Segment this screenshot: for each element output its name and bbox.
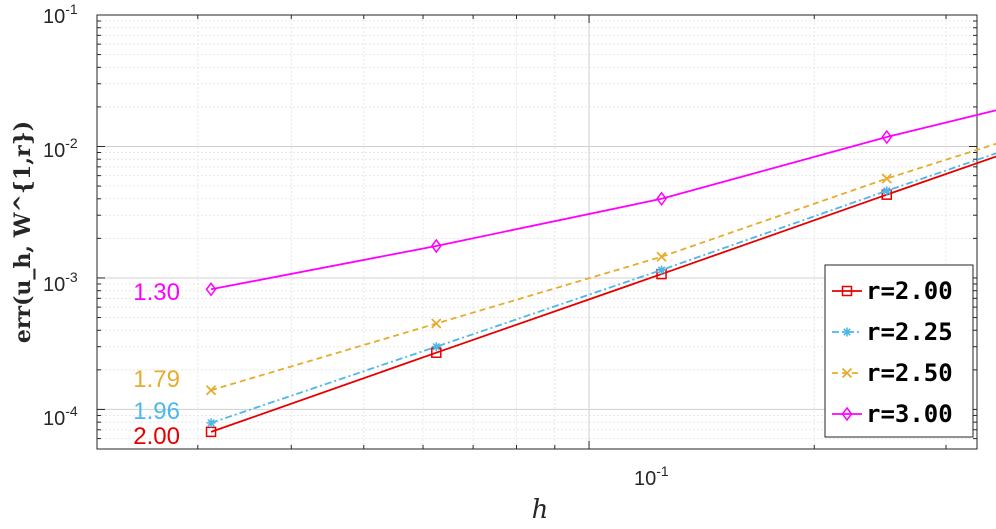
rate-labels: 2.001.96 1.79 1.30 <box>133 279 180 450</box>
legend: r=2.00 r=2.25 r=2.50 r=3.00 <box>824 264 974 438</box>
data-point <box>205 385 217 396</box>
x-tick-label: 10-1 <box>634 463 669 490</box>
data-point <box>430 238 442 254</box>
y-tick-label: 10-3 <box>43 269 78 296</box>
legend-label: r=2.50 <box>866 359 953 387</box>
legend-entry: r=2.25 <box>832 318 953 346</box>
series-layer <box>205 109 996 438</box>
data-point <box>841 285 853 297</box>
data-point <box>205 282 217 297</box>
data-point <box>841 367 853 379</box>
data-point <box>881 173 892 184</box>
legend-box <box>824 264 974 438</box>
y-tick-label: 10-1 <box>43 1 78 28</box>
data-point <box>656 191 667 207</box>
series-line <box>210 109 996 291</box>
y-tick-label: 10-2 <box>43 135 78 162</box>
data-point <box>881 129 893 145</box>
data-point <box>841 406 853 422</box>
plot-frame <box>96 14 978 450</box>
series-r=2.50 <box>205 142 996 396</box>
x-axis-label: h <box>532 495 549 525</box>
legend-label: r=3.00 <box>866 400 953 428</box>
rate-label: 2.00 <box>133 423 180 450</box>
legend-label: r=2.00 <box>866 277 953 305</box>
y-tick-label: 10-4 <box>43 403 78 430</box>
y-axis-label: err(u_h, W^{1,r}) <box>10 121 36 343</box>
data-point <box>431 318 442 329</box>
legend-entry: r=2.00 <box>832 277 953 305</box>
data-point <box>842 327 852 337</box>
data-point <box>657 265 667 275</box>
rate-label: 1.79 <box>133 366 180 393</box>
rate-label: 1.30 <box>133 279 180 306</box>
rate-label: 1.96 <box>133 398 180 425</box>
data-point <box>206 418 216 428</box>
series-r=2.25 <box>206 152 996 428</box>
legend-label: r=2.25 <box>866 318 953 346</box>
data-point <box>882 186 892 196</box>
data-point <box>431 342 441 352</box>
series-r=3.00 <box>205 109 996 297</box>
legend-entry: r=2.50 <box>832 359 953 387</box>
data-point <box>656 251 667 262</box>
legend-entry: r=3.00 <box>832 400 953 428</box>
